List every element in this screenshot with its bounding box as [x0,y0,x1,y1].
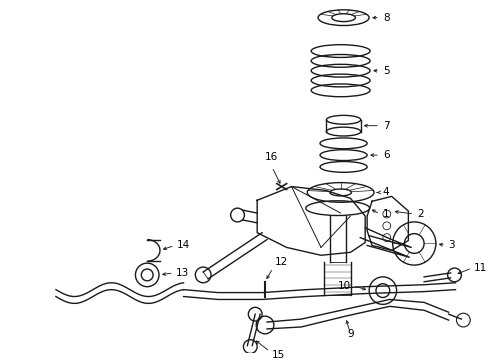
Text: 13: 13 [176,268,189,278]
Text: 7: 7 [383,121,390,131]
Text: 6: 6 [383,150,390,160]
Text: 16: 16 [265,152,278,162]
Text: 5: 5 [383,66,390,76]
Text: 11: 11 [474,263,488,273]
Text: 12: 12 [275,257,288,267]
Text: 2: 2 [417,209,424,219]
Text: 8: 8 [383,13,390,23]
Text: 14: 14 [177,240,190,251]
Text: 3: 3 [449,240,455,251]
Text: 10: 10 [338,281,351,291]
Text: 4: 4 [383,188,390,197]
Text: 15: 15 [272,350,285,360]
Text: 9: 9 [347,329,354,339]
Text: 1: 1 [383,209,390,219]
